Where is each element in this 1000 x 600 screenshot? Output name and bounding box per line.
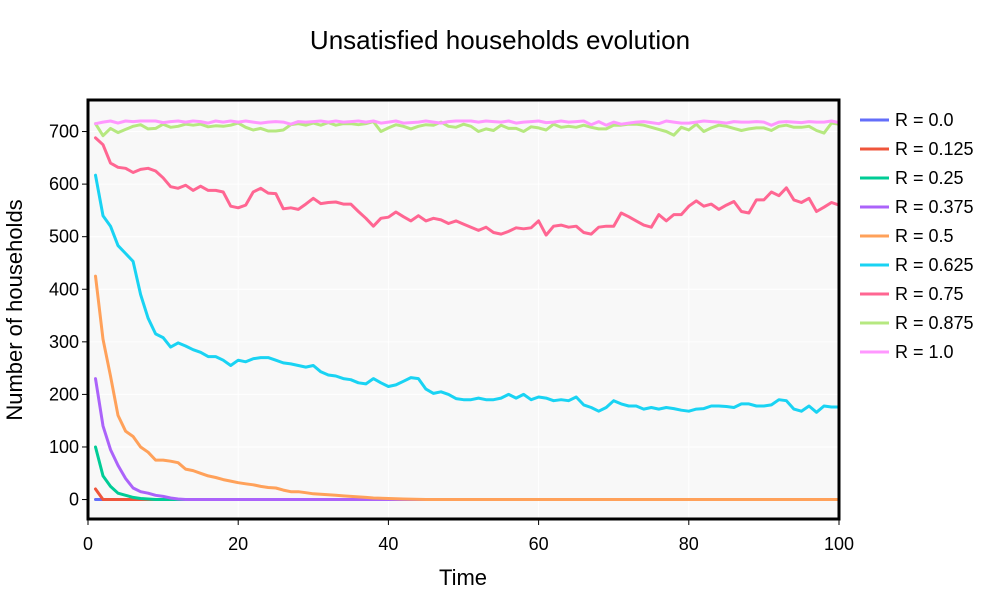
legend-label: R = 0.75 [895,284,964,304]
plot-area [88,100,839,519]
y-tick-label: 200 [49,384,79,404]
legend: R = 0.0 R = 0.125 R = 0.25 R = 0.375 R = 0.5… [860,110,974,362]
series-lines [94,119,841,501]
y-tick-label: 500 [49,227,79,247]
x-tick-label: 60 [529,534,549,554]
x-tick-label: 40 [378,534,398,554]
x-tick-label: 0 [83,534,93,554]
legend-label: R = 0.5 [895,226,954,246]
x-tick-label: 20 [228,534,248,554]
series-line-2 [94,445,841,501]
x-tick-label: 100 [824,534,854,554]
y-tick-label: 100 [49,437,79,457]
legend-label: R = 0.375 [895,197,974,217]
series-line-3 [94,377,841,501]
chart-title: Unsatisfied households evolution [310,25,690,55]
series-line-5 [94,173,841,414]
y-axis-ticks: 0 100 200 300 400 500 600 700 [49,122,88,510]
legend-label: R = 0.875 [895,313,974,333]
y-tick-label: 700 [49,122,79,142]
y-tick-label: 300 [49,332,79,352]
legend-label: R = 0.625 [895,255,974,275]
y-axis-title: Number of households [2,199,27,420]
legend-label: R = 0.125 [895,139,974,159]
series-line-8 [94,119,841,127]
series-line-6 [94,136,841,237]
legend-label: R = 0.0 [895,110,954,130]
y-tick-label: 600 [49,174,79,194]
x-axis-ticks: 0 20 40 60 80 100 [83,519,854,554]
series-line-4 [94,274,841,501]
y-tick-label: 400 [49,279,79,299]
legend-label: R = 0.25 [895,168,964,188]
legend-label: R = 1.0 [895,342,954,362]
x-axis-title: Time [439,565,487,590]
x-tick-label: 80 [679,534,699,554]
series-line-7 [94,120,841,138]
y-tick-label: 0 [69,490,79,510]
plot-frame [86,98,841,521]
